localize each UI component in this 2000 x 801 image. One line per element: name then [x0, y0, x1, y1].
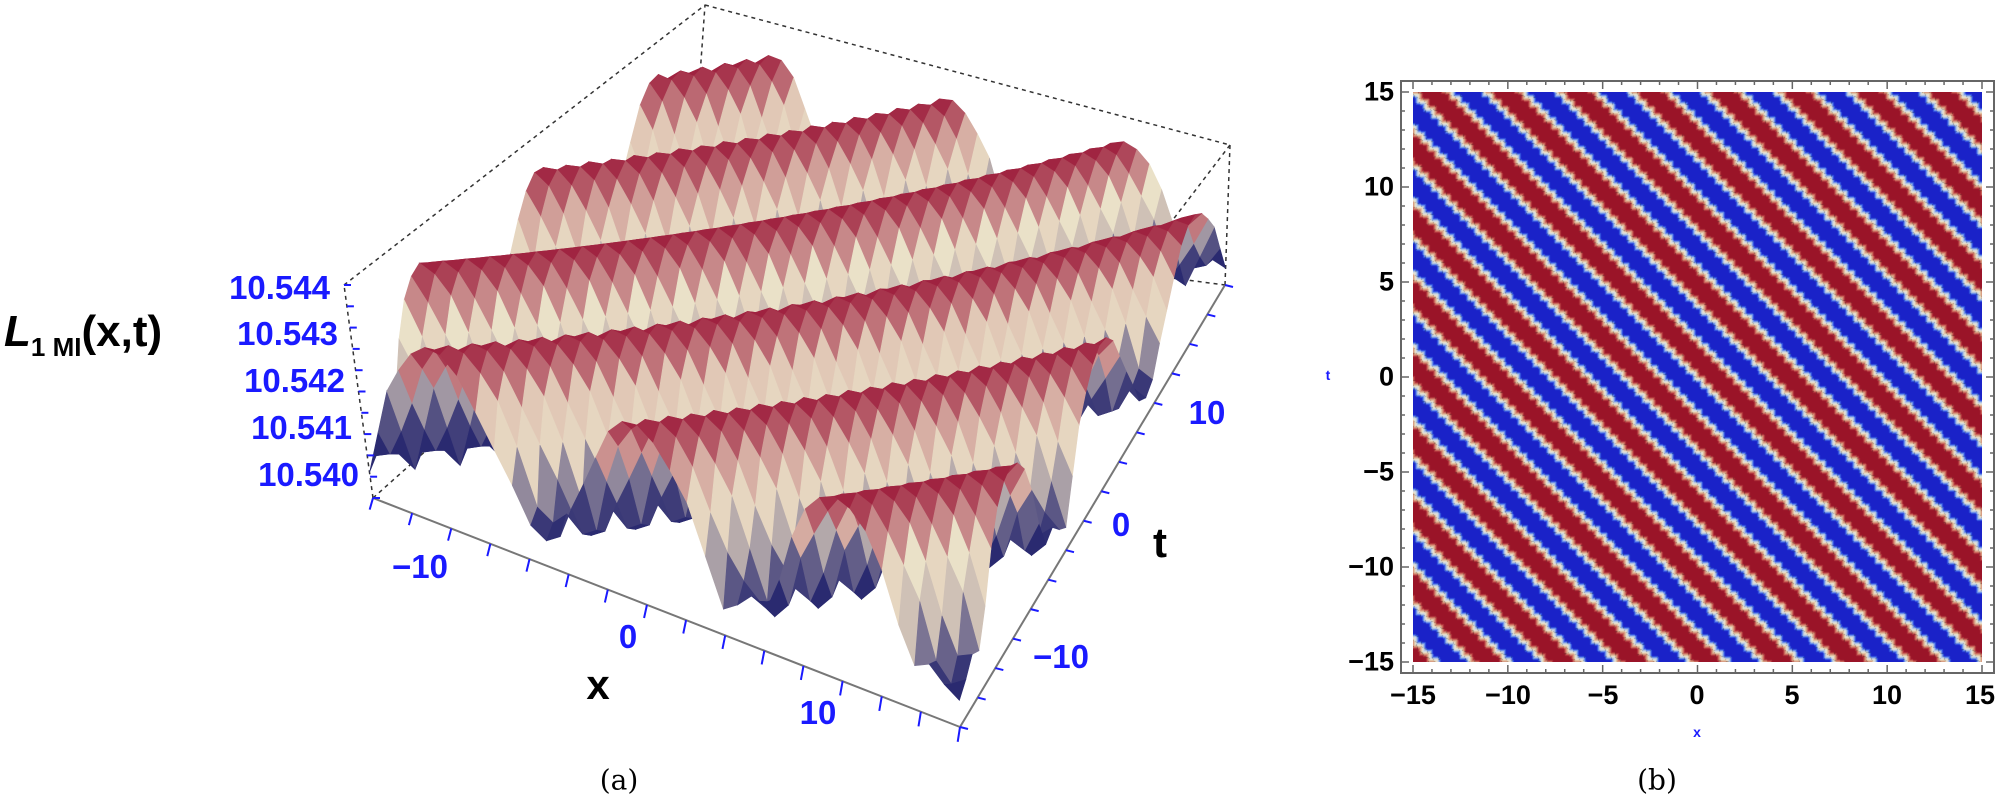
t-tick-label: 0	[1111, 506, 1131, 543]
x-tick	[760, 650, 766, 665]
z-tick-label: 10.543	[237, 315, 338, 352]
x-tick-label: −10	[1485, 680, 1531, 710]
x-axis-label: x	[1693, 724, 1701, 740]
t-tick	[1118, 460, 1128, 465]
x-tick	[878, 696, 883, 712]
x-tick-label: −10	[392, 548, 448, 585]
t-tick	[1048, 578, 1057, 583]
x-tick	[721, 635, 727, 650]
x-tick-label: 0	[618, 618, 638, 655]
y-tick-label: −15	[1348, 646, 1394, 677]
panel-label-b: (b)	[1637, 763, 1677, 797]
contour-field	[1413, 92, 1982, 662]
x-tick-label: 5	[1784, 680, 1800, 710]
y-tick-label: 15	[1363, 76, 1394, 107]
plot-frame	[1400, 80, 1995, 674]
x-tick	[525, 558, 531, 572]
t-tick	[1030, 608, 1039, 613]
z-tick-label: 10.541	[251, 409, 352, 446]
x-tick	[643, 604, 648, 619]
y-tick-label: 0	[1378, 361, 1394, 392]
t-tick	[1154, 401, 1163, 406]
y-tick-label: −5	[1363, 456, 1394, 487]
y-axis-label: t	[1325, 367, 1331, 383]
x-tick-label: 10	[799, 694, 837, 731]
x-tick	[564, 574, 570, 588]
z-tick-label: 10.540	[258, 456, 359, 493]
t-tick	[1224, 284, 1234, 288]
x-axis-label: x	[586, 661, 610, 708]
y-tick-label: 10	[1363, 171, 1394, 202]
surface-plot	[343, 4, 1234, 742]
panel-label-a: (a)	[599, 763, 639, 797]
x-tick	[447, 528, 453, 541]
t-tick	[995, 667, 1004, 672]
x-tick	[956, 726, 961, 742]
x-tick	[368, 497, 374, 510]
x-tick	[839, 681, 844, 696]
x-tick-label: 0	[1689, 680, 1705, 710]
y-tick-label: −10	[1348, 551, 1394, 582]
t-axis-label: t	[1153, 519, 1167, 566]
x-tick-label: 10	[1871, 680, 1903, 710]
t-tick	[1136, 431, 1145, 436]
x-tick-label: −5	[1587, 680, 1619, 710]
t-tick-label: 10	[1188, 394, 1226, 431]
z-axis-label: L1 MI(x,t)	[4, 307, 163, 362]
t-tick	[1083, 519, 1092, 524]
x-tick-label: −15	[1390, 680, 1436, 710]
axis-line	[372, 497, 961, 728]
t-tick	[1171, 372, 1181, 377]
x-tick	[917, 711, 922, 727]
t-tick	[1101, 490, 1110, 495]
t-tick-label: −10	[1033, 638, 1089, 675]
x-tick	[407, 513, 414, 526]
t-tick	[977, 696, 986, 701]
z-tick-label: 10.542	[244, 362, 345, 399]
axis-line	[959, 284, 1226, 728]
x-tick-label: 15	[1964, 680, 1996, 710]
y-tick-label: 5	[1378, 266, 1394, 297]
t-tick	[1012, 637, 1022, 642]
box-edge	[704, 4, 1231, 146]
x-tick	[682, 619, 688, 634]
t-tick	[1065, 549, 1075, 554]
x-tick	[486, 543, 492, 557]
t-tick	[1207, 313, 1216, 318]
x-tick	[603, 589, 609, 603]
z-tick-label: 10.544	[229, 269, 330, 306]
t-tick	[1189, 342, 1198, 347]
surface-patch	[943, 679, 967, 701]
x-tick	[799, 665, 805, 681]
t-tick	[959, 726, 969, 730]
